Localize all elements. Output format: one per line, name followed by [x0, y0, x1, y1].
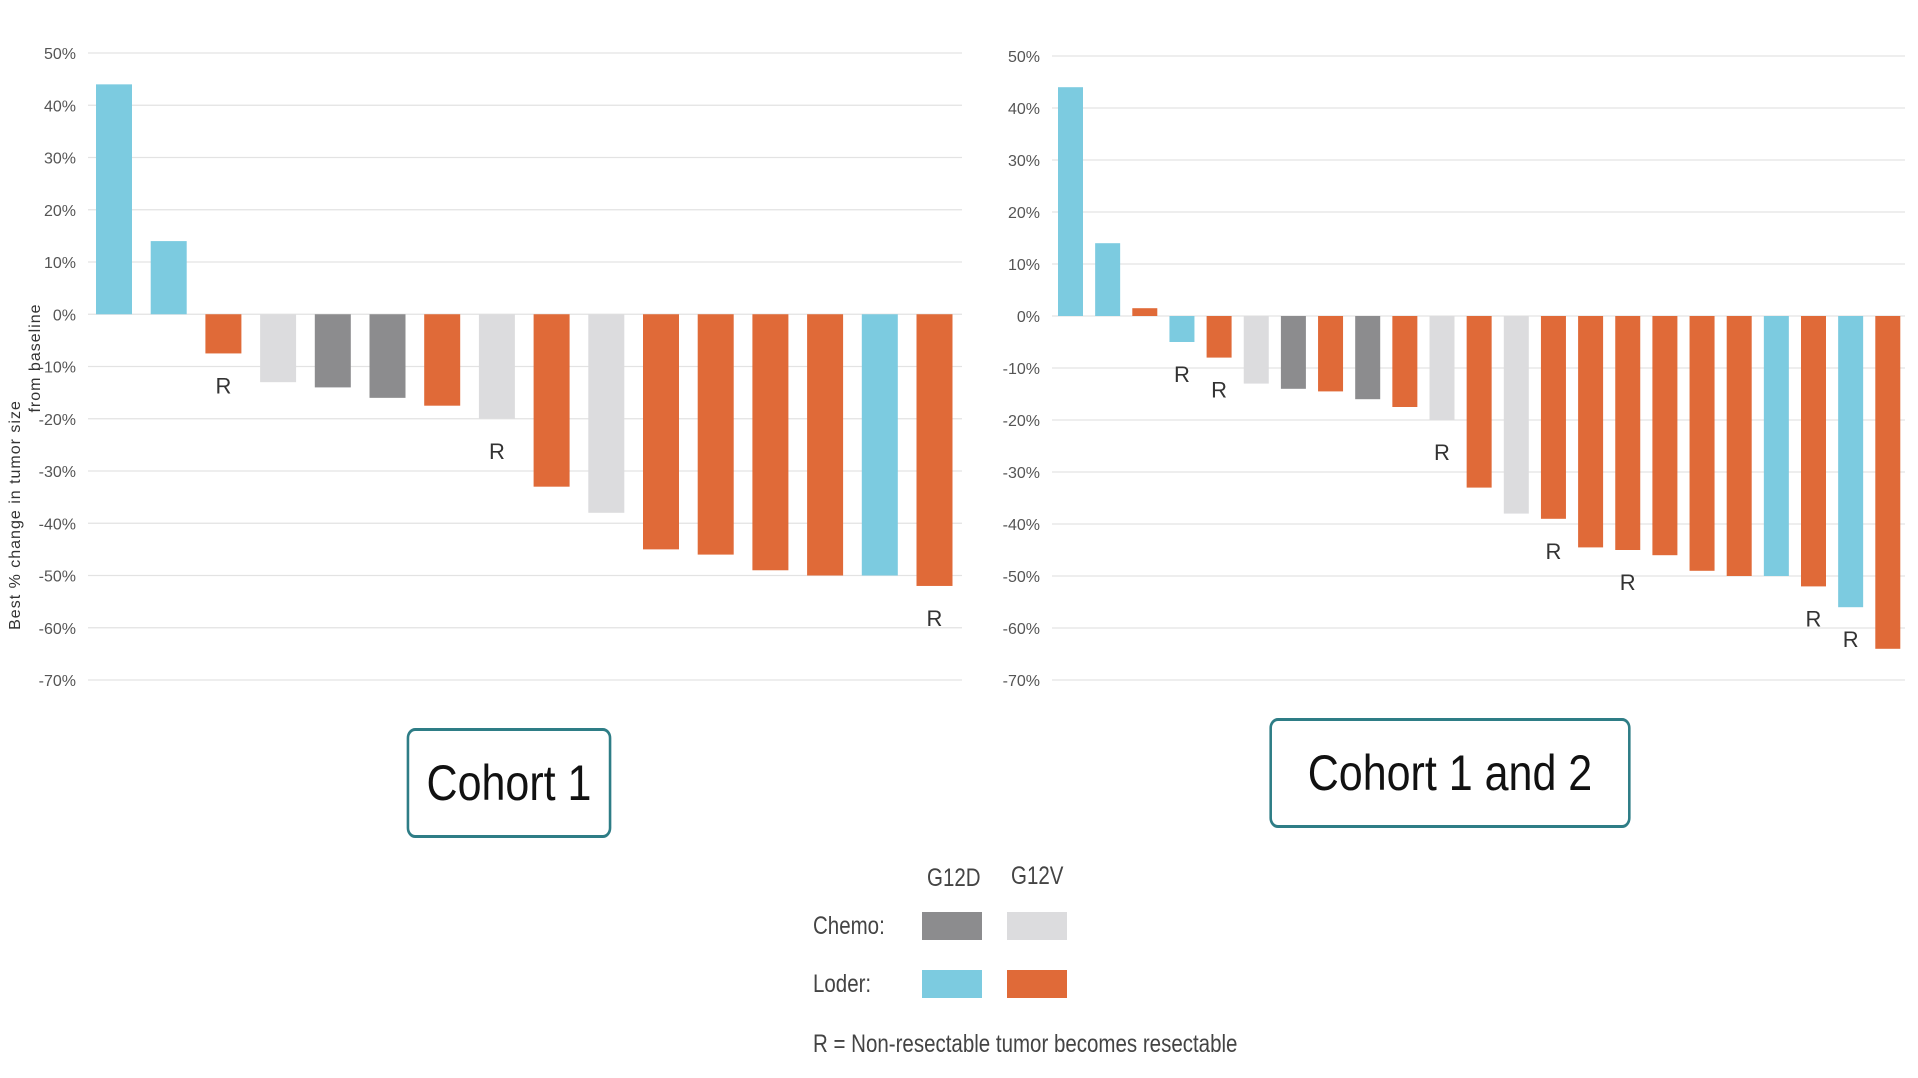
bar [1615, 316, 1641, 550]
legend-swatch-chemo-g12v [1007, 912, 1067, 940]
resectable-marker: R [927, 606, 943, 631]
bar [588, 314, 625, 513]
bar [150, 241, 187, 315]
bar [1169, 316, 1195, 342]
y-tick-label: -10% [1003, 361, 1040, 378]
legend-col-g12d: G12D [927, 864, 981, 892]
legend-swatch-loder-g12v [1007, 970, 1067, 998]
resectable-marker: R [489, 439, 505, 464]
y-tick-label: 10% [44, 255, 76, 272]
cohort-1-title-box: Cohort 1 [406, 728, 612, 838]
y-tick-label: 20% [44, 203, 76, 220]
legend-footnote: R = Non-resectable tumor becomes resecta… [813, 1030, 1238, 1058]
bar [1429, 316, 1455, 420]
resectable-marker: R [1174, 362, 1190, 387]
legend-col-g12v: G12V [1011, 862, 1064, 890]
y-tick-label: -60% [39, 621, 76, 638]
bar [1503, 316, 1529, 514]
y-tick-label: -50% [39, 569, 76, 586]
bar [1801, 316, 1826, 587]
y-tick-label: 20% [1008, 205, 1040, 222]
bar [96, 84, 132, 315]
bar [1355, 316, 1381, 400]
bar [1058, 87, 1083, 316]
y-tick-label: 30% [44, 151, 76, 168]
bar [1540, 316, 1566, 519]
cohort-1-and-2-chart: 50% 40% 30% 20% 10% 0% -10% -20% -30% -40% -50% -60… [1003, 49, 1905, 690]
y-tick-label: 0% [53, 307, 76, 324]
bar [478, 314, 515, 419]
bar [533, 314, 570, 487]
y-tick-label: 40% [1008, 101, 1040, 118]
bar [314, 314, 351, 388]
y-tick-label: 50% [1008, 49, 1040, 66]
bar [1838, 316, 1864, 608]
legend-swatch-chemo-g12d [922, 912, 982, 940]
y-tick-label: -70% [1003, 673, 1040, 690]
bar [1689, 316, 1715, 571]
bar [752, 314, 789, 571]
cohort-1-chart: 50% 40% 30% 20% 10% 0% -10% -20% -30% -40% -50% -60… [39, 46, 962, 690]
legend-swatch-loder-g12d [922, 970, 982, 998]
resectable-marker: R [215, 373, 231, 398]
y-tick-label: -70% [39, 673, 76, 690]
bar [260, 314, 297, 383]
y-tick-label: -50% [1003, 569, 1040, 586]
y-tick-label: 0% [1017, 309, 1040, 326]
y-tick-label: -40% [39, 516, 76, 533]
bar [1726, 316, 1752, 576]
bar [807, 314, 844, 576]
bar [697, 314, 734, 555]
bar [1095, 243, 1121, 316]
bar [1280, 316, 1306, 389]
bar [1578, 316, 1604, 548]
y-axis-label-line-1: Best % change in tumor size [7, 400, 24, 630]
y-tick-label: 10% [1008, 257, 1040, 274]
bar [861, 314, 898, 576]
y-tick-label: -30% [1003, 465, 1040, 482]
bar [1875, 316, 1901, 649]
y-tick-label: -40% [1003, 517, 1040, 534]
y-tick-label: -20% [1003, 413, 1040, 430]
y-tick-label: -60% [1003, 621, 1040, 638]
legend-row-chemo: Chemo: [813, 912, 885, 940]
bar [1243, 316, 1269, 384]
y-tick-label: 50% [44, 46, 76, 63]
bar [1392, 316, 1418, 407]
y-tick-label: -30% [39, 464, 76, 481]
y-axis-label-line-2: from baseline [27, 303, 44, 412]
bar [369, 314, 406, 398]
bar [916, 314, 953, 586]
bar [1763, 316, 1789, 576]
resectable-marker: R [1843, 627, 1859, 652]
bar [1652, 316, 1678, 556]
resectable-marker: R [1806, 606, 1822, 631]
y-tick-label: -10% [39, 360, 76, 377]
bar [1132, 308, 1158, 316]
resectable-marker: R [1434, 440, 1450, 465]
bar [1206, 316, 1232, 358]
resectable-marker: R [1620, 570, 1636, 595]
y-tick-label: 30% [1008, 153, 1040, 170]
y-tick-label: -20% [39, 412, 76, 429]
resectable-marker: R [1546, 539, 1562, 564]
bar [424, 314, 461, 406]
resectable-marker: R [1211, 378, 1227, 403]
bar [1466, 316, 1492, 488]
bar [205, 314, 242, 354]
y-tick-label: 40% [44, 98, 76, 115]
bar [1318, 316, 1344, 392]
cohort-1-and-2-title-box: Cohort 1 and 2 [1269, 718, 1631, 828]
bar [643, 314, 679, 550]
legend-row-loder: Loder: [813, 970, 872, 998]
